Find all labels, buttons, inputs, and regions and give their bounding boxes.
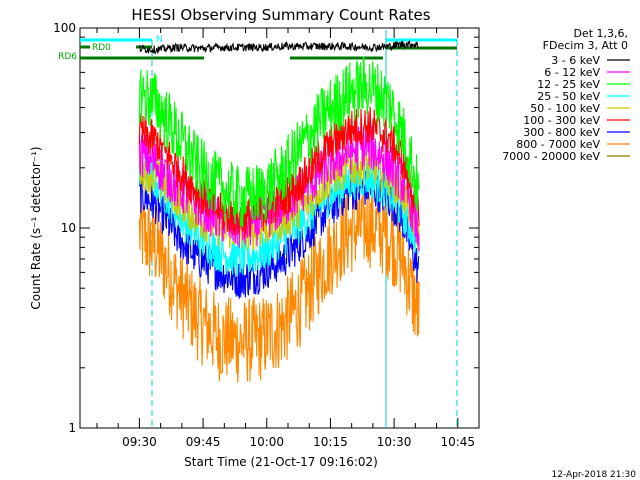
legend-label: 100 - 300 keV	[523, 114, 600, 127]
legend-header: FDecim 3, Att 0	[543, 39, 628, 52]
chart-title: HESSI Observing Summary Count Rates	[131, 6, 430, 24]
series-line-0	[138, 40, 420, 55]
x-tick-label: 10:45	[440, 435, 475, 449]
flag-label: N	[156, 35, 163, 45]
x-tick-label: 10:00	[249, 435, 284, 449]
series-line-3	[138, 151, 420, 277]
y-tick-label: 10	[61, 221, 76, 235]
flag-label: RD0	[92, 43, 111, 53]
x-tick-label: 10:15	[313, 435, 348, 449]
legend-label: 50 - 100 keV	[530, 102, 600, 115]
x-tick-label: 09:45	[186, 435, 221, 449]
series-lines	[138, 40, 420, 383]
legend-label: 25 - 50 keV	[537, 90, 600, 103]
y-tick-label: 100	[53, 21, 76, 35]
axis-ticks	[80, 27, 479, 429]
flag-label: RD6	[58, 52, 77, 62]
legend-header: Det 1,3,6,	[573, 27, 628, 40]
legend-label: 3 - 6 keV	[551, 54, 600, 67]
legend-label: 800 - 7000 keV	[516, 138, 600, 151]
legend-label: 300 - 800 keV	[523, 126, 600, 139]
x-tick-label: 10:30	[377, 435, 412, 449]
series-line-2	[138, 56, 420, 228]
flag-bars: RD0 RD6 N	[58, 35, 457, 62]
y-axis-label: Count Rate (s⁻¹ detector⁻¹)	[29, 146, 43, 309]
x-tick-labels: 09:30 09:45 10:00 10:15 10:30 10:45	[122, 435, 475, 449]
legend-label: 6 - 12 keV	[544, 66, 600, 79]
x-axis-label: Start Time (21-Oct-17 09:16:02)	[184, 455, 378, 469]
legend-label: 7000 - 20000 keV	[502, 150, 600, 163]
y-tick-labels: 1 10 100	[53, 21, 76, 435]
series-line-7	[138, 184, 420, 383]
legend-label: 12 - 25 keV	[537, 78, 600, 91]
footer-stamp: 12-Apr-2018 21:30	[552, 470, 637, 480]
y-tick-label: 1	[68, 421, 76, 435]
x-tick-label: 09:30	[122, 435, 157, 449]
